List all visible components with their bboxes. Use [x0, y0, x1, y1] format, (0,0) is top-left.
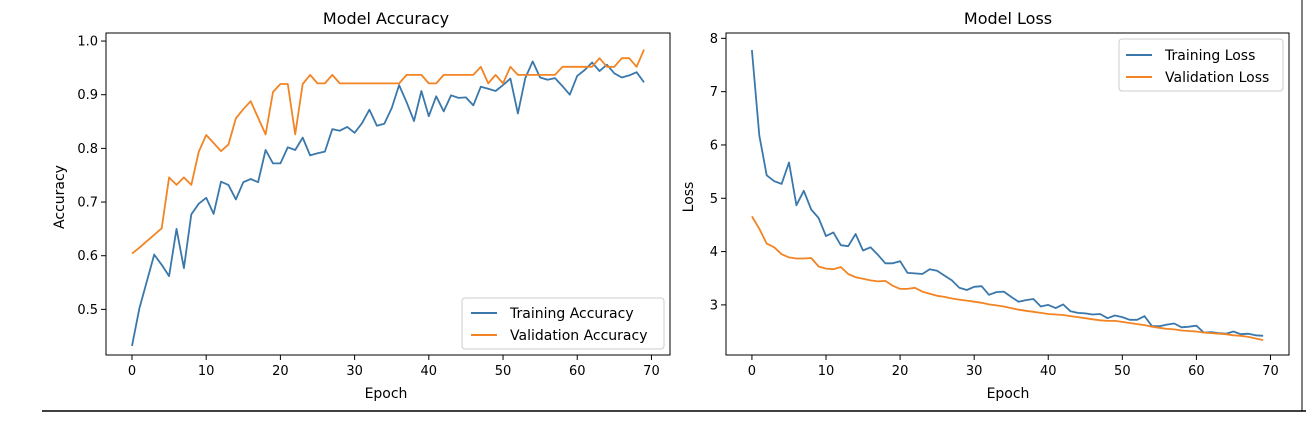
accuracy-y-tick-label: 0.8: [77, 142, 98, 157]
loss-y-tick-label: 3: [710, 298, 718, 313]
loss-x-tick-label: 50: [1114, 364, 1131, 379]
accuracy-x-tick-label: 0: [128, 364, 136, 379]
validation-accuracy-legend-label: Validation Accuracy: [510, 328, 648, 344]
accuracy-x-tick-label: 50: [495, 364, 512, 379]
training-loss-legend-label: Training Loss: [1164, 48, 1255, 64]
accuracy-x-tick-label: 60: [569, 364, 586, 379]
accuracy-y-tick-label: 0.6: [77, 249, 98, 264]
loss-legend: Training Loss Validation Loss: [1118, 38, 1284, 92]
loss-ticks: 0 10 20 30 40 50 60 70 3 4 5 6 7 8: [710, 32, 1279, 379]
training-accuracy-legend-label: Training Accuracy: [509, 306, 634, 322]
loss-axes-frame: [725, 32, 1290, 356]
loss-legend-box: [1118, 38, 1284, 92]
accuracy-y-tick-label: 0.5: [77, 303, 98, 318]
loss-x-tick-label: 60: [1188, 364, 1205, 379]
accuracy-legend-box: [461, 297, 665, 350]
loss-x-tick-label: 20: [892, 364, 909, 379]
accuracy-panel: Model Accuracy Epoch Accuracy 0 10 20 30 40 5…: [52, 9, 671, 402]
accuracy-x-tick-label: 20: [272, 364, 289, 379]
loss-x-tick-label: 0: [748, 364, 756, 379]
loss-x-tick-label: 40: [1040, 364, 1057, 379]
validation-accuracy-line: [131, 49, 645, 255]
training-accuracy-line: [131, 60, 645, 347]
accuracy-y-axis-label: Accuracy: [52, 165, 68, 229]
loss-y-axis-label: Loss: [681, 182, 697, 213]
accuracy-legend: Training Accuracy Validation Accuracy: [461, 297, 665, 350]
loss-panel: Model Loss Epoch Loss 0 10 20 30 40 50 60 70 3 4 5…: [681, 9, 1290, 402]
loss-chart-title: Model Loss: [964, 9, 1052, 28]
validation-loss-legend-label: Validation Loss: [1165, 70, 1269, 86]
loss-y-tick-label: 6: [710, 138, 718, 153]
loss-y-tick-label: 5: [710, 192, 718, 207]
validation-loss-line: [751, 215, 1264, 341]
loss-y-tick-label: 4: [710, 245, 718, 260]
accuracy-y-tick-label: 1.0: [77, 35, 98, 50]
accuracy-x-tick-label: 30: [346, 364, 363, 379]
training-loss-line: [751, 50, 1264, 337]
accuracy-plot-area: [131, 49, 645, 347]
accuracy-x-axis-label: Epoch: [365, 386, 408, 402]
accuracy-y-tick-label: 0.9: [77, 88, 98, 103]
loss-x-tick-label: 30: [966, 364, 983, 379]
loss-plot-area: [751, 50, 1264, 341]
accuracy-x-tick-label: 70: [643, 364, 660, 379]
loss-x-axis-label: Epoch: [987, 386, 1030, 402]
loss-y-tick-label: 8: [710, 32, 718, 47]
accuracy-x-tick-label: 40: [421, 364, 438, 379]
loss-x-tick-label: 70: [1262, 364, 1279, 379]
accuracy-chart-title: Model Accuracy: [323, 9, 449, 28]
accuracy-y-tick-label: 0.7: [77, 196, 98, 211]
loss-x-tick-label: 10: [818, 364, 835, 379]
loss-y-tick-label: 7: [710, 85, 718, 100]
accuracy-x-tick-label: 10: [198, 364, 215, 379]
accuracy-axes-frame: [105, 32, 671, 356]
accuracy-ticks: 0 10 20 30 40 50 60 70 0.5 0.6 0.7 0.8 0.9 1.0: [77, 35, 659, 379]
